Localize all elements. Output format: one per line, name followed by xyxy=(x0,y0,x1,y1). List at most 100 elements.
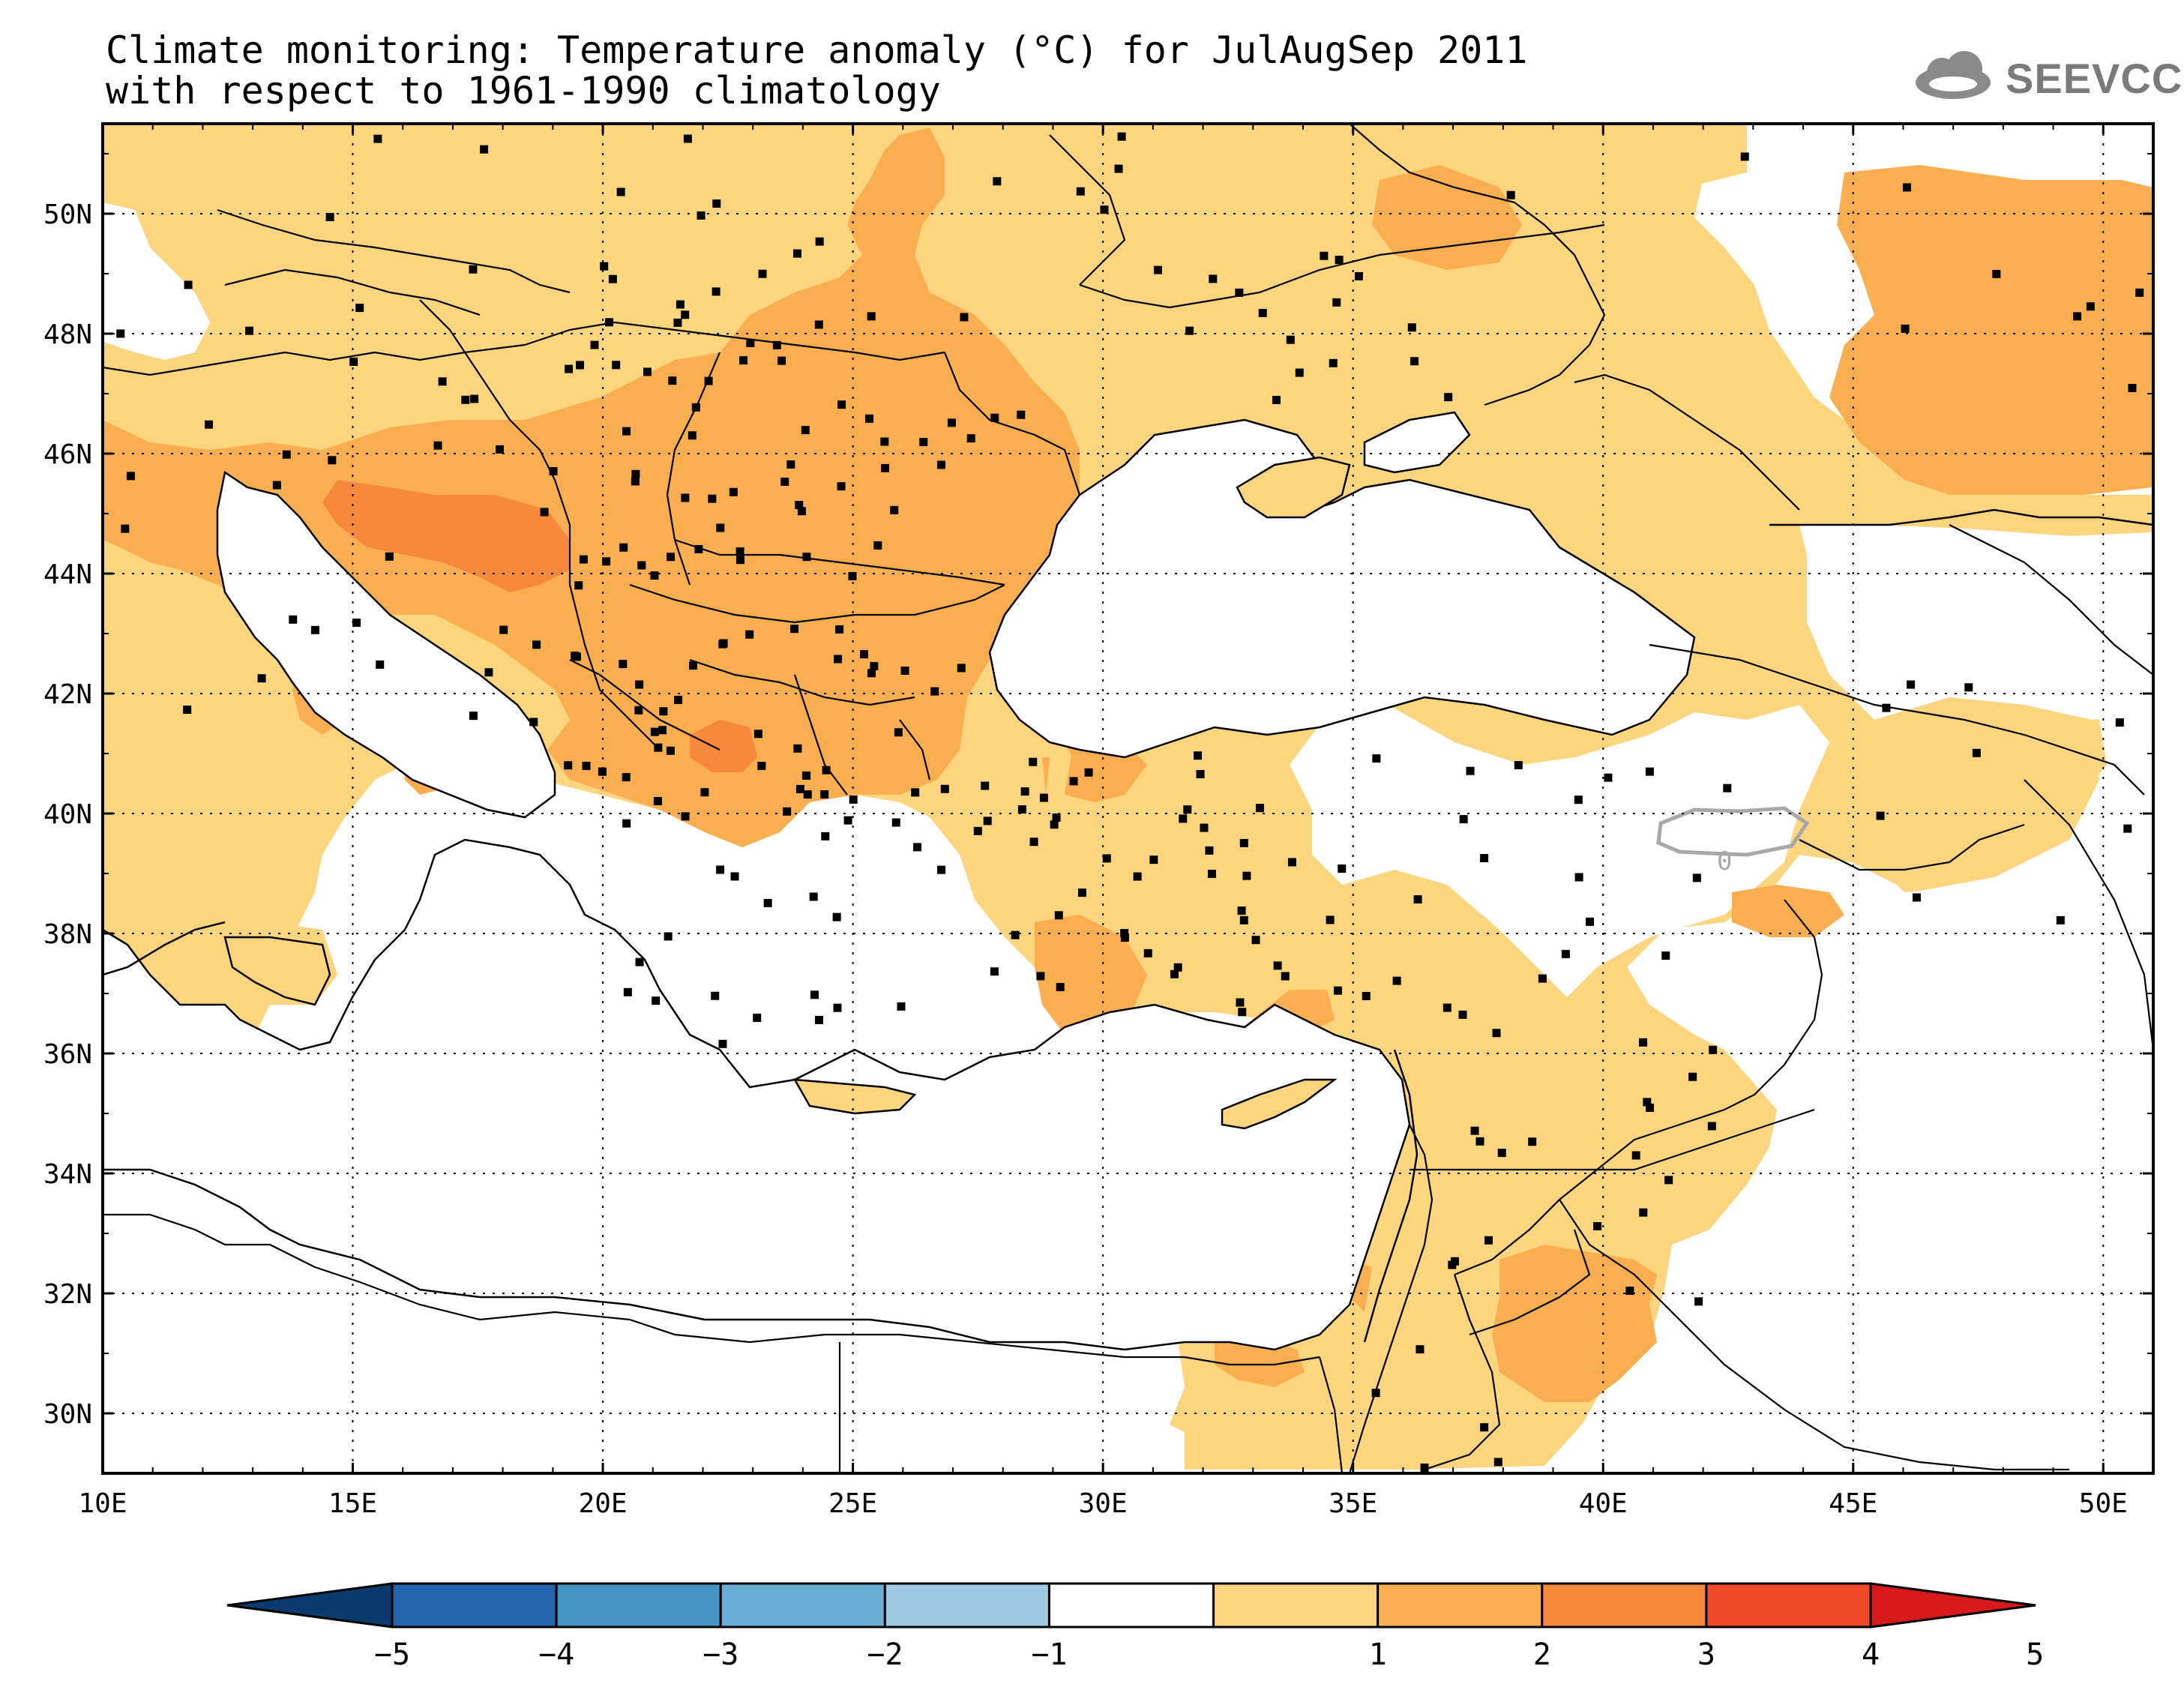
station-marker xyxy=(865,414,874,423)
station-marker xyxy=(735,556,744,565)
station-marker xyxy=(590,340,599,349)
station-marker xyxy=(860,650,869,659)
station-marker xyxy=(1069,777,1078,786)
station-marker xyxy=(1117,132,1126,141)
station-marker xyxy=(1593,1221,1602,1230)
colorbar-label: 4 xyxy=(1862,1638,1880,1672)
station-marker xyxy=(746,338,755,347)
station-marker xyxy=(1480,1423,1489,1432)
station-marker xyxy=(1484,1236,1493,1245)
station-marker xyxy=(1029,757,1038,766)
station-marker xyxy=(1273,961,1282,970)
station-marker xyxy=(1179,814,1188,823)
station-marker xyxy=(495,445,504,454)
station-marker xyxy=(1287,858,1296,867)
station-markers xyxy=(116,132,2144,1473)
station-marker xyxy=(1295,368,1304,377)
station-marker xyxy=(1392,976,1401,985)
station-marker xyxy=(691,403,700,412)
station-marker xyxy=(940,784,949,793)
station-marker xyxy=(795,784,804,793)
station-marker xyxy=(438,377,447,386)
station-marker xyxy=(1372,754,1381,763)
lon-label: 25E xyxy=(828,1488,877,1519)
longitude-axis: 10E 15E 20E 25E 30E 35E 40E 45E 50E xyxy=(78,124,2154,1519)
station-marker xyxy=(1493,1458,1502,1467)
station-marker xyxy=(289,615,298,624)
station-marker xyxy=(349,357,358,366)
station-marker xyxy=(1056,983,1065,992)
station-marker xyxy=(1646,1103,1655,1112)
colorbar-label: −2 xyxy=(867,1638,903,1672)
station-marker xyxy=(718,1039,727,1048)
station-marker xyxy=(469,265,478,274)
station-marker xyxy=(832,912,841,921)
station-marker xyxy=(619,660,628,669)
station-marker xyxy=(205,420,214,429)
station-marker xyxy=(1443,1003,1452,1012)
lat-label: 40N xyxy=(43,799,92,830)
station-marker xyxy=(873,541,882,550)
station-marker xyxy=(990,413,999,422)
station-marker xyxy=(843,816,852,825)
station-marker xyxy=(1416,1345,1425,1354)
station-marker xyxy=(1029,838,1038,846)
station-marker xyxy=(1054,911,1063,920)
station-marker xyxy=(780,477,789,486)
colorbar-label: −4 xyxy=(538,1638,574,1672)
station-marker xyxy=(376,660,385,669)
station-marker xyxy=(1239,838,1248,847)
cyprus-island xyxy=(1221,1078,1338,1130)
station-marker xyxy=(1907,680,1916,689)
colorbar-box xyxy=(1377,1582,1544,1629)
station-marker xyxy=(1120,933,1129,942)
station-marker xyxy=(919,438,928,447)
station-marker xyxy=(676,300,685,309)
coastlines xyxy=(103,508,2153,1343)
station-marker xyxy=(814,320,823,329)
colorbar-box xyxy=(1047,1582,1215,1629)
station-marker xyxy=(981,781,990,790)
station-marker xyxy=(1239,915,1248,924)
station-marker xyxy=(1371,1389,1380,1398)
station-marker xyxy=(1017,410,1026,419)
station-marker xyxy=(532,640,541,649)
sea-of-azov xyxy=(1363,411,1471,474)
station-marker xyxy=(1120,929,1129,938)
country-borders xyxy=(103,124,2153,1473)
sea-areas xyxy=(103,411,1696,1351)
station-marker xyxy=(2073,312,2082,321)
station-marker xyxy=(867,669,876,678)
contour-label: 0 xyxy=(1717,846,1732,876)
station-marker xyxy=(1538,974,1547,983)
station-marker xyxy=(2115,718,2124,727)
station-marker xyxy=(681,310,690,319)
lat-label: 34N xyxy=(43,1159,92,1190)
station-marker xyxy=(1235,288,1244,297)
station-marker xyxy=(837,400,846,409)
station-marker xyxy=(809,892,818,901)
station-marker xyxy=(810,990,819,999)
lat-label: 46N xyxy=(43,439,92,470)
station-marker xyxy=(658,726,667,735)
station-marker xyxy=(1561,949,1570,958)
station-marker xyxy=(719,639,728,648)
station-marker xyxy=(1444,393,1453,402)
station-marker xyxy=(608,274,617,283)
station-marker xyxy=(1329,358,1338,367)
station-marker xyxy=(1238,1008,1247,1017)
station-marker xyxy=(837,482,846,491)
station-marker xyxy=(1170,969,1179,978)
station-marker xyxy=(1255,804,1264,813)
station-marker xyxy=(1185,326,1194,335)
station-marker xyxy=(880,437,889,446)
station-marker xyxy=(622,773,631,782)
station-marker xyxy=(1902,183,1911,192)
station-marker xyxy=(612,361,621,370)
station-marker xyxy=(739,356,748,365)
station-marker xyxy=(821,832,830,841)
station-marker xyxy=(470,394,479,403)
station-marker xyxy=(635,680,644,689)
station-marker xyxy=(966,434,975,443)
station-marker xyxy=(900,667,909,676)
